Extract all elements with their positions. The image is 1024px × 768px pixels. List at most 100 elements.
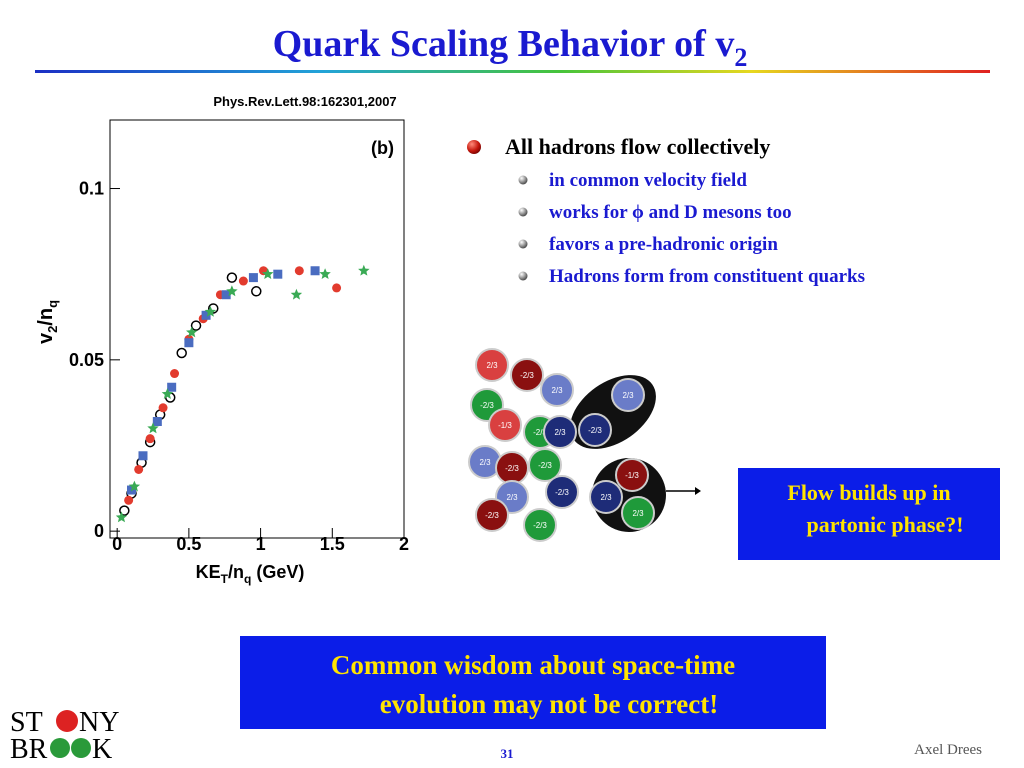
point bbox=[170, 369, 180, 379]
logo-icon bbox=[56, 710, 78, 732]
sub-bullet-icon bbox=[518, 207, 528, 217]
point bbox=[204, 305, 217, 317]
point bbox=[226, 272, 238, 283]
quark bbox=[543, 415, 577, 449]
quark-label: -1/3 bbox=[625, 471, 639, 480]
quark bbox=[510, 358, 544, 392]
quark-label: 2/3 bbox=[600, 493, 612, 502]
x-tick-label: 0.5 bbox=[176, 534, 201, 554]
hadron-outline bbox=[570, 375, 656, 449]
panel-label: (b) bbox=[371, 138, 394, 158]
quark bbox=[540, 373, 574, 407]
x-label-part: q bbox=[244, 572, 251, 586]
quark bbox=[528, 448, 562, 482]
x-label-part: KE bbox=[196, 562, 221, 582]
wisdom-box-text: Common wisdom about space-time bbox=[331, 650, 735, 680]
sub-bullet: in common velocity field bbox=[549, 170, 747, 191]
quark-label: 2/3 bbox=[551, 386, 563, 395]
quark-label: -2/3 bbox=[520, 371, 534, 380]
author: Axel Drees bbox=[914, 742, 982, 758]
title-main: Quark Scaling Behavior of v bbox=[273, 23, 735, 65]
point bbox=[294, 266, 304, 276]
page-number: 31 bbox=[501, 746, 514, 761]
point bbox=[290, 288, 303, 300]
quark-diagram: 2/3 -2/3 2/3 -2/3 -1/3 -2/3 2/3 -2/3 2/3 2/3 -2/3 -… bbox=[468, 348, 701, 542]
quark-label: 2/3 bbox=[486, 361, 498, 370]
quark bbox=[475, 348, 509, 382]
logo-icon bbox=[71, 738, 91, 758]
quark-label: -1/3 bbox=[498, 421, 512, 430]
quark bbox=[589, 480, 623, 514]
quark-label: 2/3 bbox=[506, 493, 518, 502]
logo-text: NY bbox=[79, 707, 119, 738]
y-label-part: v bbox=[35, 332, 57, 344]
sub-bullet: works for ϕ and D mesons too bbox=[549, 202, 792, 223]
quark-label: 2/3 bbox=[632, 509, 644, 518]
y-tick-label: 0.05 bbox=[69, 350, 104, 370]
point bbox=[167, 382, 177, 392]
y-label-part: /n bbox=[35, 308, 57, 326]
quark-label: -2/3 bbox=[555, 488, 569, 497]
logo-text: K bbox=[92, 734, 112, 765]
sub-bullet: Hadrons form from constituent quarks bbox=[549, 266, 865, 287]
point bbox=[332, 283, 342, 293]
point bbox=[176, 347, 187, 359]
y-tick-label: 0 bbox=[94, 521, 104, 541]
point bbox=[186, 326, 198, 338]
x-tick-label: 1 bbox=[256, 534, 266, 554]
point bbox=[147, 422, 159, 434]
logo-text: BR bbox=[10, 734, 48, 765]
point bbox=[128, 480, 141, 492]
point bbox=[138, 451, 148, 461]
x-axis-label: KET/nq (GeV) bbox=[196, 562, 305, 586]
sub-bullet-icon bbox=[518, 239, 528, 249]
quark-label: -2/3 bbox=[588, 426, 602, 435]
point bbox=[221, 290, 231, 300]
quark-label: -2/3 bbox=[505, 464, 519, 473]
title-sub: 2 bbox=[734, 43, 747, 72]
point bbox=[115, 511, 128, 523]
wisdom-box-text: evolution may not be correct! bbox=[380, 689, 718, 719]
quark-label: -2/3 bbox=[480, 401, 494, 410]
bullet-main: All hadrons flow collectively bbox=[505, 134, 770, 159]
quark bbox=[611, 378, 645, 412]
quark bbox=[621, 496, 655, 530]
quark-label: -2/3 bbox=[533, 521, 547, 530]
quark-label: -2/3 bbox=[538, 461, 552, 470]
quark bbox=[475, 498, 509, 532]
point bbox=[226, 285, 238, 297]
logo-icon bbox=[50, 738, 70, 758]
slide-title: Quark Scaling Behavior of v2 bbox=[273, 23, 748, 72]
bullet-icon bbox=[467, 140, 481, 154]
x-tick-label: 0 bbox=[112, 534, 122, 554]
flow-box bbox=[738, 468, 1000, 560]
point bbox=[310, 266, 320, 276]
point bbox=[251, 286, 262, 297]
sub-bullet: favors a pre-hadronic origin bbox=[549, 234, 778, 255]
chart: Phys.Rev.Lett.98:162301,2007 (b) KET/nq … bbox=[35, 94, 409, 586]
point bbox=[248, 273, 258, 283]
point bbox=[319, 268, 331, 279]
flow-box-text: Flow builds up in bbox=[787, 480, 950, 505]
sub-bullet-icon bbox=[518, 175, 528, 185]
logo-text: ST bbox=[10, 707, 43, 738]
point bbox=[161, 388, 174, 399]
point bbox=[145, 434, 155, 444]
point bbox=[119, 505, 130, 516]
quark bbox=[578, 413, 612, 447]
quark-label: 2/3 bbox=[479, 458, 491, 467]
point bbox=[262, 268, 274, 279]
plot-frame bbox=[109, 119, 405, 539]
flow-box-text: partonic phase?! bbox=[806, 512, 963, 537]
x-tick-label: 1.5 bbox=[320, 534, 345, 554]
point bbox=[238, 276, 248, 286]
point bbox=[152, 417, 162, 427]
quark-label: 2/3 bbox=[622, 391, 634, 400]
quark bbox=[545, 475, 579, 509]
x-label-part: (GeV) bbox=[251, 562, 304, 582]
point bbox=[201, 310, 211, 320]
point bbox=[184, 338, 194, 348]
point bbox=[134, 464, 144, 474]
